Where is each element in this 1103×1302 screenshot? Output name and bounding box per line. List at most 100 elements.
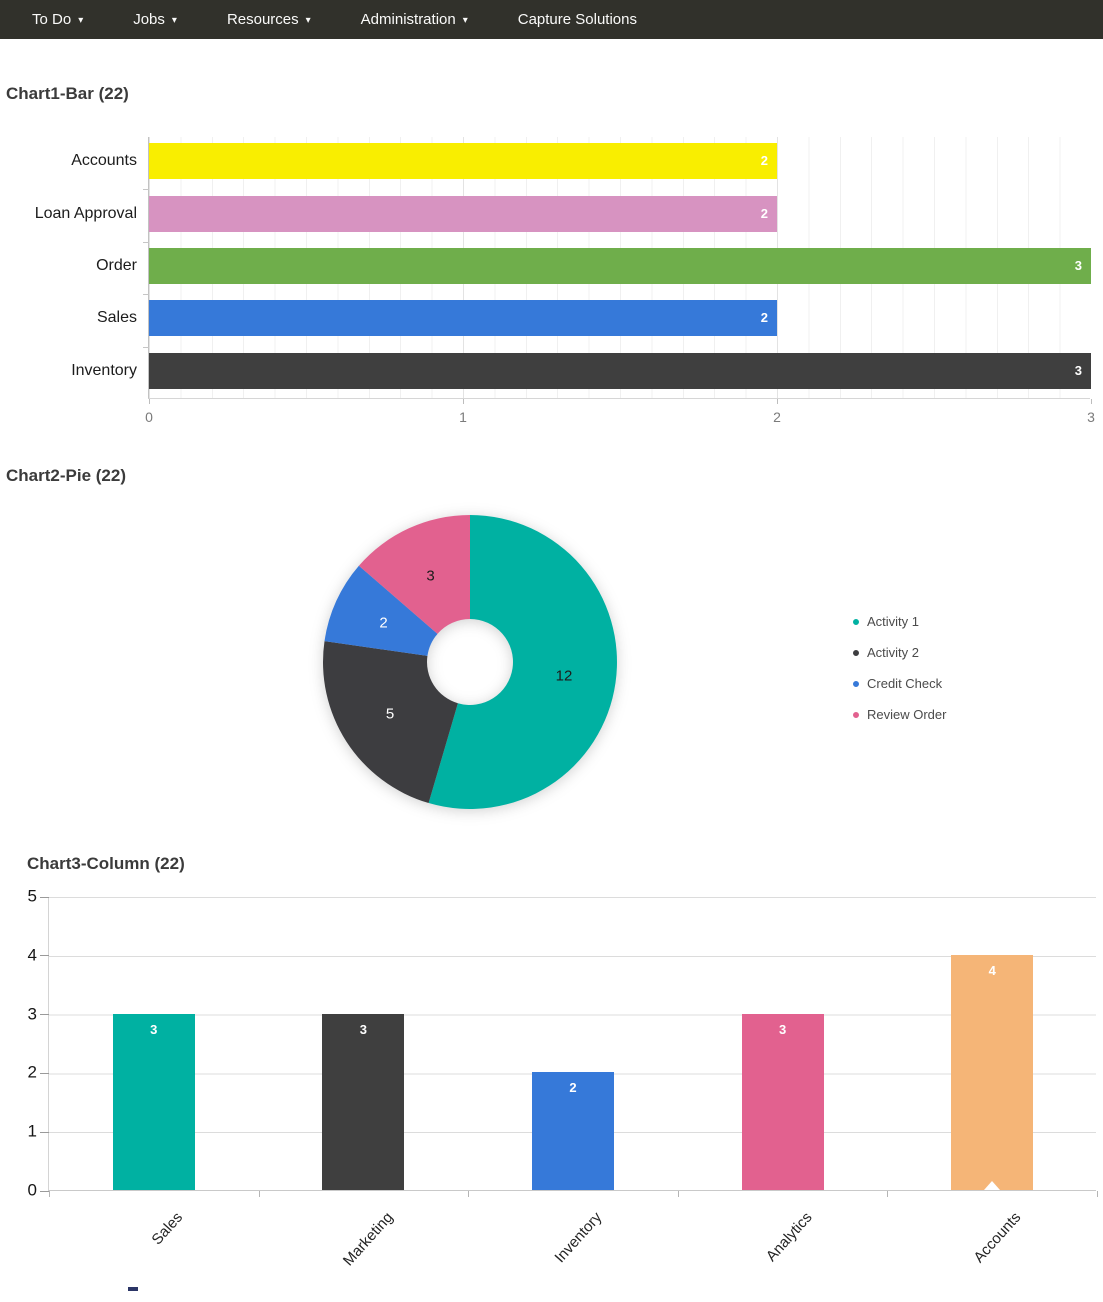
- x-axis-tick-label: 0: [145, 409, 153, 425]
- axis-tick: [143, 294, 149, 296]
- legend-item-credit-check[interactable]: Credit Check: [853, 668, 946, 699]
- nav-item-label: Capture Solutions: [517, 11, 637, 28]
- bar-value-label: 2: [760, 205, 768, 221]
- column-inventory[interactable]: 2: [532, 1072, 614, 1190]
- legend-ring-icon: [853, 680, 859, 687]
- column-marketing[interactable]: 3: [322, 1013, 405, 1190]
- bar-value-label: 3: [1074, 258, 1082, 273]
- bar-value-label: 3: [1074, 362, 1082, 378]
- legend-ring-icon: [853, 618, 859, 625]
- axis-tick: [40, 1072, 49, 1074]
- column-value-label: 4: [988, 962, 996, 978]
- column-value-label: 3: [150, 1021, 158, 1037]
- pie-chart-svg: 12 5 2 3: [323, 515, 617, 809]
- legend-item-activity-2[interactable]: Activity 2: [853, 637, 946, 668]
- bar-inventory[interactable]: 3: [149, 352, 1091, 389]
- chevron-down-icon: ▾: [462, 15, 468, 26]
- axis-tick: [1097, 1191, 1098, 1197]
- navbar: To Do ▾ Jobs ▾ Resources ▾ Administration ▾ Capt…: [0, 0, 1103, 39]
- column-value-label: 3: [778, 1021, 787, 1037]
- axis-tick: [49, 1191, 50, 1197]
- nav-item-label: Jobs: [133, 11, 165, 28]
- axis-tick: [143, 189, 149, 191]
- axis-tick: [149, 399, 150, 404]
- legend-item-review-order[interactable]: Review Order: [853, 699, 946, 730]
- axis-tick: [40, 1014, 49, 1016]
- axis-tick: [777, 399, 778, 404]
- pie-chart: 12 5 2 3: [322, 514, 618, 810]
- legend-ring-icon: [853, 711, 859, 718]
- axis-tick: [143, 346, 149, 348]
- axis-tick: [40, 955, 49, 957]
- axis-tick: [677, 1191, 679, 1197]
- bar-category-label: Loan Approval: [34, 204, 137, 222]
- bar-loan-approval[interactable]: 2: [149, 195, 777, 232]
- y-axis-tick-label: 2: [27, 1062, 37, 1082]
- pie-slice-review-order[interactable]: [358, 515, 470, 634]
- x-axis-category-label: Sales: [148, 1209, 187, 1249]
- y-axis-tick-label: 5: [27, 886, 37, 906]
- offscreen-element-artifact: [128, 1287, 138, 1291]
- axis-tick: [40, 1131, 49, 1133]
- legend-ring-icon: [853, 649, 859, 656]
- chevron-down-icon: ▾: [171, 15, 177, 26]
- legend-item-label: Activity 2: [867, 645, 920, 660]
- nav-item-capture-solutions[interactable]: Capture Solutions: [518, 11, 637, 28]
- column-analytics[interactable]: 3: [741, 1013, 824, 1190]
- bar-category-label: Sales: [96, 309, 137, 327]
- column-value-label: 2: [569, 1080, 577, 1096]
- x-axis-category-label: Accounts: [970, 1209, 1025, 1267]
- axis-tick: [1091, 399, 1092, 404]
- column-sales[interactable]: 3: [112, 1013, 195, 1190]
- axis-tick: [143, 241, 149, 243]
- x-axis-category-label: Analytics: [762, 1209, 816, 1265]
- pie-slice-value-label: 12: [556, 668, 573, 685]
- column-accounts[interactable]: 4: [951, 954, 1034, 1190]
- axis-tick: [258, 1191, 260, 1197]
- pie-slice-activity-1[interactable]: [428, 515, 617, 809]
- pie-slice-value-label: 3: [426, 568, 434, 585]
- legend-item-label: Credit Check: [867, 676, 943, 691]
- bar-category-label: Accounts: [71, 152, 137, 170]
- x-axis-category-label: Marketing: [339, 1209, 397, 1270]
- nav-item-label: Resources: [226, 11, 299, 28]
- legend-item-activity-1[interactable]: Activity 1: [853, 606, 946, 637]
- column-value-label: 3: [359, 1021, 367, 1037]
- pie-legend: Activity 1 Activity 2 Credit Check Review O…: [853, 606, 946, 730]
- chevron-down-icon: ▾: [305, 15, 311, 26]
- bar-category-label: Order: [96, 257, 137, 274]
- bar-value-label: 2: [760, 310, 768, 326]
- bar-sales[interactable]: 2: [149, 300, 777, 337]
- y-axis-tick-label: 0: [27, 1180, 37, 1200]
- nav-item-administration[interactable]: Administration ▾: [361, 11, 468, 28]
- pie-slice-activity-2[interactable]: [323, 641, 458, 804]
- pie-slice-value-label: 5: [386, 705, 394, 722]
- chevron-down-icon: ▾: [78, 15, 84, 26]
- x-axis-tick-label: 1: [459, 409, 467, 425]
- axis-tick: [40, 1190, 49, 1192]
- legend-item-label: Review Order: [867, 707, 947, 722]
- chart1-title: Chart1-Bar (22): [6, 84, 129, 103]
- y-axis-tick-label: 1: [27, 1121, 37, 1141]
- axis-tick: [463, 399, 464, 404]
- selected-column-notch: [984, 1181, 1001, 1190]
- x-axis-tick-label: 3: [1087, 409, 1095, 425]
- chart2-title: Chart2-Pie (22): [6, 466, 126, 485]
- nav-item-to-do[interactable]: To Do ▾: [32, 11, 83, 28]
- y-axis-tick-label: 4: [27, 945, 37, 965]
- nav-item-resources[interactable]: Resources ▾: [227, 11, 311, 28]
- x-axis-category-label: Inventory: [551, 1209, 606, 1267]
- bar-chart-plot: Accounts 2 Loan Approval 2 Order 3 Sales 2 Inven…: [35, 137, 1095, 425]
- bar-value-label: 2: [760, 153, 768, 169]
- pie-slice-credit-check[interactable]: [324, 565, 438, 656]
- axis-tick: [468, 1191, 470, 1197]
- bar-category-label: Inventory: [71, 361, 137, 379]
- chart3-title: Chart3-Column (22): [27, 854, 185, 873]
- y-axis-tick-label: 3: [27, 1004, 37, 1024]
- nav-item-jobs[interactable]: Jobs ▾: [133, 11, 177, 28]
- pie-slice-value-label: 2: [379, 615, 387, 632]
- x-axis-tick-label: 2: [773, 409, 781, 425]
- bar-accounts[interactable]: 2: [149, 143, 777, 180]
- bar-order[interactable]: 3: [149, 248, 1091, 284]
- legend-item-label: Activity 1: [867, 614, 920, 629]
